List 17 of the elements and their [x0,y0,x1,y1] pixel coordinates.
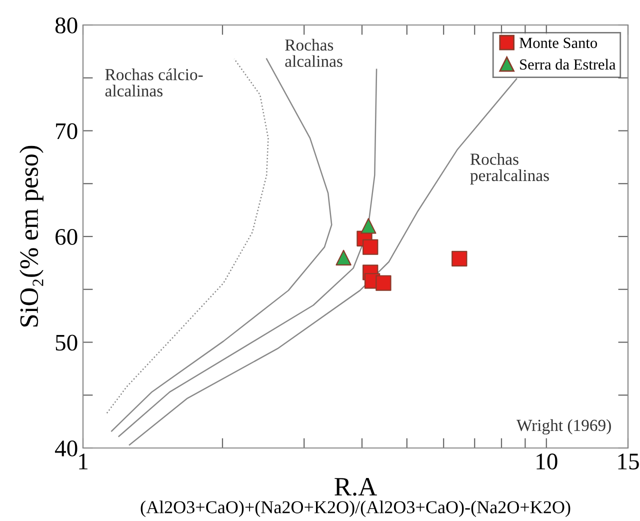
y-tick-label: 80 [55,17,78,34]
annotation: Rochas cálcio- alcalinas [105,68,203,97]
legend-label: Serra da Estrela [520,58,616,70]
y-axis-title: SiO₂(% em peso) [19,146,44,327]
y-tick-label: 60 [56,228,78,245]
x-tick-label: 15 [618,454,639,470]
legend-label: Monte Santo [520,38,597,48]
annotation: Rochas peralcalinas [470,153,549,185]
y-tick-label: 40 [54,440,78,456]
x-tick-label: 10 [536,454,558,470]
annotation: Rochas alcalinas [285,38,342,67]
text: (Al2O3+CaO)+(Na2O+K2O)/(Al2O3+CaO)-(Na2O+K2O) [140,500,570,517]
x-axis-title: R.A [334,478,377,496]
y-tick-label: 70 [56,123,78,140]
y-tick-label: 50 [56,334,78,351]
annotation: Wright (1969) [516,419,611,434]
x-tick-label: 1 [79,454,88,470]
